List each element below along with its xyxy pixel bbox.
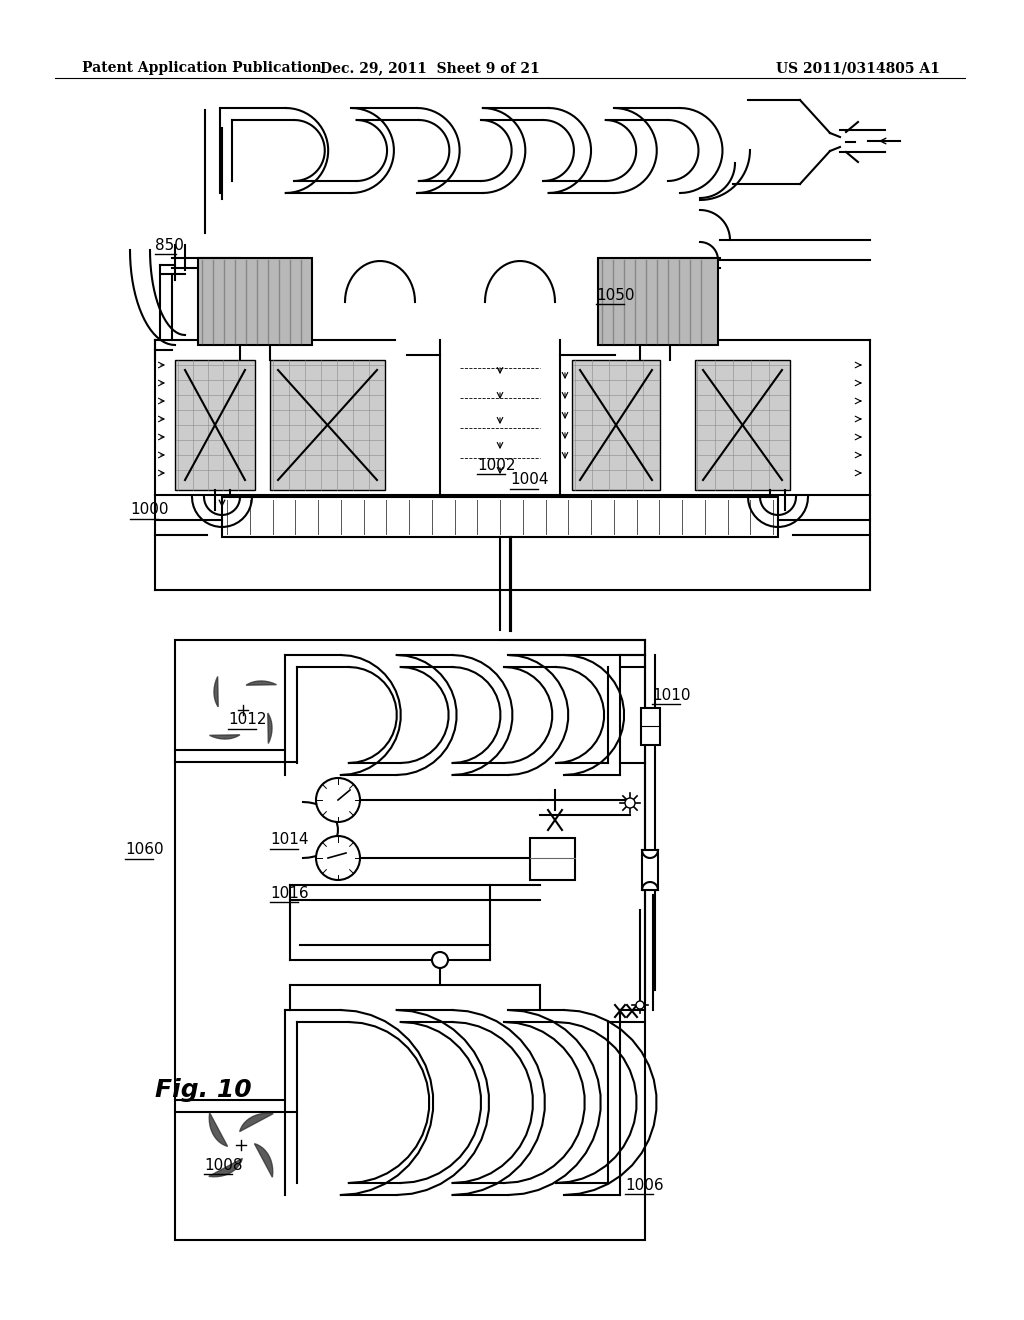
Polygon shape [214,676,218,708]
Text: US 2011/0314805 A1: US 2011/0314805 A1 [776,61,940,75]
Text: Patent Application Publication: Patent Application Publication [82,61,322,75]
Bar [175,360,255,490]
Bar [530,838,575,880]
Text: 1006: 1006 [625,1177,664,1192]
Text: 1012: 1012 [228,713,266,727]
Bar [270,360,385,490]
Bar [222,498,778,537]
Text: 1008: 1008 [204,1158,243,1172]
Circle shape [432,952,449,968]
Polygon shape [268,713,272,743]
Text: 1000: 1000 [130,503,169,517]
Polygon shape [209,1113,227,1146]
Circle shape [636,1001,644,1008]
Bar [572,360,660,490]
Polygon shape [240,1113,273,1131]
Circle shape [316,836,360,880]
Bar [695,360,790,490]
Polygon shape [246,681,276,685]
Text: 1050: 1050 [596,288,635,302]
Polygon shape [254,1143,272,1177]
Text: Dec. 29, 2011  Sheet 9 of 21: Dec. 29, 2011 Sheet 9 of 21 [321,61,540,75]
Text: Fig. 10: Fig. 10 [155,1078,252,1102]
Circle shape [316,777,360,822]
Text: 1016: 1016 [270,886,308,900]
Circle shape [625,799,635,808]
Bar [598,257,718,345]
Bar [642,850,658,890]
Bar [641,708,660,744]
Bar [175,640,645,1239]
Text: 1010: 1010 [652,688,690,702]
Bar [198,257,312,345]
Text: 1002: 1002 [477,458,515,473]
Polygon shape [209,1159,243,1176]
Text: 1014: 1014 [270,833,308,847]
Polygon shape [210,735,240,739]
Text: 1060: 1060 [125,842,164,858]
Text: 1004: 1004 [510,473,549,487]
Text: 850: 850 [155,238,184,252]
